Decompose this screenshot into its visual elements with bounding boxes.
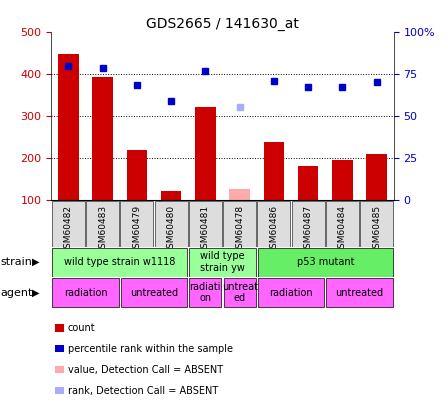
Text: GSM60486: GSM60486 [269,205,279,254]
Text: wild type
strain yw: wild type strain yw [200,252,245,273]
FancyBboxPatch shape [223,278,256,307]
FancyBboxPatch shape [189,201,222,247]
Text: untreated: untreated [130,288,178,298]
Bar [126,151,147,200]
Bar [58,54,79,200]
Text: count: count [68,323,96,333]
Text: value, Detection Call = ABSENT: value, Detection Call = ABSENT [68,365,223,375]
Bar [366,154,387,200]
Text: GSM60480: GSM60480 [166,205,176,254]
FancyBboxPatch shape [52,278,119,307]
FancyBboxPatch shape [52,201,85,247]
Text: ▶: ▶ [32,288,40,298]
Text: GSM60482: GSM60482 [64,205,73,254]
Bar [332,160,353,200]
Bar [229,189,250,200]
Text: agent: agent [0,288,33,298]
FancyBboxPatch shape [155,201,187,247]
Text: wild type strain w1118: wild type strain w1118 [64,257,175,267]
Bar [161,191,182,200]
Text: GSM60483: GSM60483 [98,205,107,254]
Text: GSM60478: GSM60478 [235,205,244,254]
Text: GSM60481: GSM60481 [201,205,210,254]
FancyBboxPatch shape [121,201,153,247]
Bar [263,143,284,200]
Bar [195,107,216,200]
Text: untreat
ed: untreat ed [222,282,258,303]
Text: GSM60479: GSM60479 [132,205,142,254]
FancyBboxPatch shape [292,201,324,247]
Text: p53 mutant: p53 mutant [296,257,354,267]
FancyBboxPatch shape [258,278,324,307]
Text: GSM60487: GSM60487 [303,205,313,254]
Text: percentile rank within the sample: percentile rank within the sample [68,344,233,354]
Bar [92,77,113,200]
Text: untreated: untreated [336,288,384,298]
Text: ▶: ▶ [32,257,40,267]
Text: radiati
on: radiati on [190,282,221,303]
Text: strain: strain [0,257,32,267]
Text: rank, Detection Call = ABSENT: rank, Detection Call = ABSENT [68,386,218,396]
FancyBboxPatch shape [189,278,222,307]
Bar [298,166,319,200]
FancyBboxPatch shape [52,248,187,277]
FancyBboxPatch shape [121,278,187,307]
FancyBboxPatch shape [258,248,393,277]
Text: GSM60484: GSM60484 [338,205,347,254]
Text: radiation: radiation [269,288,313,298]
Title: GDS2665 / 141630_at: GDS2665 / 141630_at [146,17,299,31]
FancyBboxPatch shape [223,201,256,247]
FancyBboxPatch shape [360,201,393,247]
Text: GSM60485: GSM60485 [372,205,381,254]
FancyBboxPatch shape [326,201,359,247]
FancyBboxPatch shape [86,201,119,247]
Text: radiation: radiation [64,288,107,298]
FancyBboxPatch shape [326,278,393,307]
FancyBboxPatch shape [189,248,256,277]
FancyBboxPatch shape [258,201,290,247]
